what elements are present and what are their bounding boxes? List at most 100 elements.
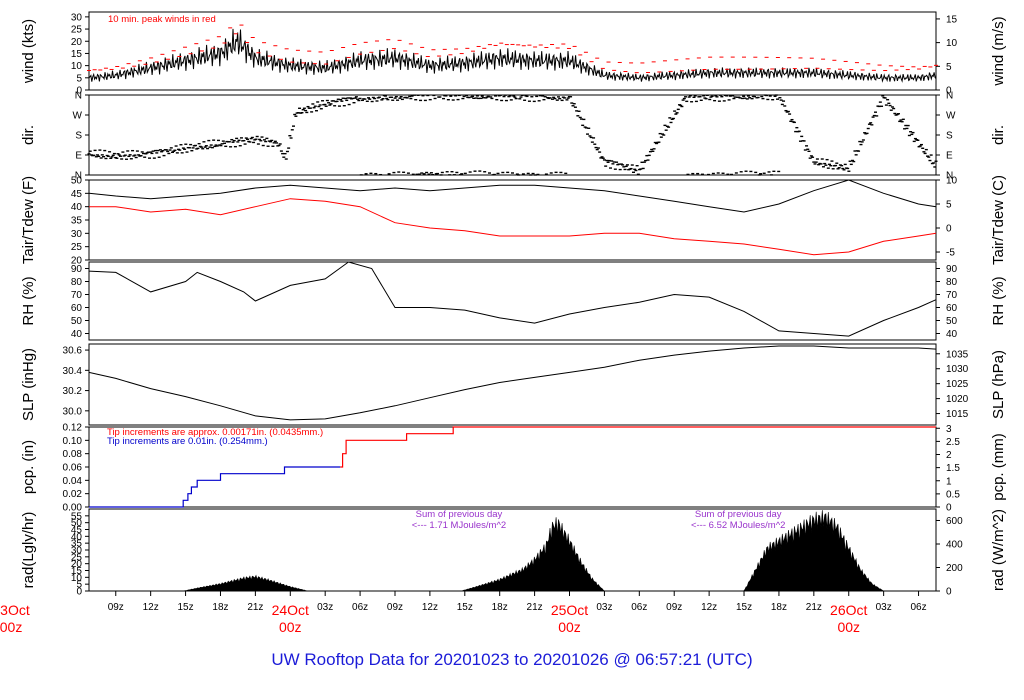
day-label-date: 24Oct xyxy=(272,602,309,618)
panel-wind-left-tick-label: 10 xyxy=(71,61,83,72)
x-tick-label: 06z xyxy=(352,602,368,613)
pcp-red-series xyxy=(340,426,936,468)
panel-dir-right-tick-label: S xyxy=(946,131,953,142)
panel-dir-ylabel-left: dir. xyxy=(20,125,37,145)
panel-rad-right-tick-label: 400 xyxy=(946,539,963,550)
panel-temp-ylabel-left: Tair/Tdew (F) xyxy=(20,176,37,264)
panel-temp-left-tick-label: 35 xyxy=(71,216,83,227)
panel-pcp-left-tick-label: 0.12 xyxy=(63,423,83,434)
day-label-date: 26Oct xyxy=(830,602,867,618)
panel-wind-left-tick-label: 15 xyxy=(71,49,83,60)
panel-slp-ylabel-right: SLP (hPa) xyxy=(990,350,1007,419)
panel-rh-right-tick-label: 40 xyxy=(946,329,958,340)
panel-dir-left-tick-label: S xyxy=(75,131,82,142)
panel-wind-left-tick-label: 25 xyxy=(71,25,83,36)
day-label-hour: 00z xyxy=(279,619,302,635)
panel-frame-dir xyxy=(88,94,937,176)
panel-temp-left-tick-label: 45 xyxy=(71,189,83,200)
x-tick-label: 15z xyxy=(457,602,473,613)
panel-rad-left-tick-label: 10 xyxy=(71,573,83,584)
panel-rad-right-tick-label: 600 xyxy=(946,516,963,527)
panel-slp-right-tick-label: 1020 xyxy=(946,394,969,405)
panel-frame-rh xyxy=(88,261,937,341)
panel-slp-right-tick-label: 1035 xyxy=(946,349,969,360)
day-label-hour: 00z xyxy=(558,619,581,635)
panel-rad-left-tick-label: 25 xyxy=(71,552,83,563)
rad-sum-value-2: <--- 6.52 MJoules/m^2 xyxy=(691,520,785,531)
panel-dir-ylabel-right: dir. xyxy=(990,125,1007,145)
panel-rh-left-tick-label: 90 xyxy=(71,264,83,275)
panel-slp-left-tick-label: 30.2 xyxy=(63,386,83,397)
day-label-date: 25Oct xyxy=(551,602,588,618)
dir-series xyxy=(87,94,938,176)
x-tick-label: 15z xyxy=(178,602,194,613)
panel-pcp-ylabel-left: pcp. (in) xyxy=(20,440,37,494)
panel-rh-right-tick-label: 70 xyxy=(946,290,958,301)
panel-pcp-right-tick-label: 2.5 xyxy=(946,437,960,448)
panel-rad-left-tick-label: 50 xyxy=(71,518,83,529)
rh-series xyxy=(88,261,937,337)
x-tick-label: 03z xyxy=(596,602,612,613)
panel-slp-right-tick-label: 1030 xyxy=(946,364,969,375)
panel-temp-left-tick-label: 25 xyxy=(71,242,83,253)
panel-rad-right-tick-label: 200 xyxy=(946,563,963,574)
panel-slp-right-tick-label: 1015 xyxy=(946,409,969,420)
panel-slp-left-tick-label: 30.6 xyxy=(63,346,83,357)
rad-series xyxy=(89,510,936,592)
x-tick-label: 18z xyxy=(212,602,228,613)
pcp-note-blue: Tip increments are 0.01in. (0.254mm.) xyxy=(107,436,268,447)
panels-layer: wind (kts) wind (m/s)05101520253005101510… xyxy=(20,11,1007,598)
pcp-blue-series xyxy=(89,466,341,508)
panel-dir-left-tick-label: N xyxy=(75,171,82,182)
x-tick-label: 09z xyxy=(387,602,403,613)
x-tick-label: 09z xyxy=(666,602,682,613)
panel-slp-left-tick-label: 30.0 xyxy=(63,406,83,417)
panel-rad-left-tick-label: 30 xyxy=(71,546,83,557)
panel-rh-ylabel-right: RH (%) xyxy=(990,276,1007,325)
panel-pcp-left-tick-label: 0.08 xyxy=(63,449,83,460)
x-tick-label: 21z xyxy=(247,602,263,613)
rad-sum-note-1: Sum of previous day xyxy=(416,509,503,520)
panel-pcp-right-tick-label: 0.5 xyxy=(946,489,960,500)
panel-rh-right-tick-label: 80 xyxy=(946,277,958,288)
panel-temp-left-tick-label: 30 xyxy=(71,229,83,240)
panel-frame-slp xyxy=(88,343,937,426)
panel-pcp-right-tick-label: 1.5 xyxy=(946,463,960,474)
panel-slp-ylabel-left: SLP (inHg) xyxy=(20,348,37,421)
wind-mean-series xyxy=(88,28,937,83)
panel-temp-right-tick-label: 10 xyxy=(946,176,958,187)
panel-dir-right-tick-label: N xyxy=(946,91,953,102)
panel-rad-left-tick-label: 55 xyxy=(71,511,83,522)
chart-title: UW Rooftop Data for 20201023 to 20201026… xyxy=(271,650,752,669)
panel-pcp-right-tick-label: 1 xyxy=(946,476,952,487)
panel-temp-left-tick-label: 50 xyxy=(71,176,83,187)
x-tick-label: 12z xyxy=(143,602,159,613)
x-tick-label: 06z xyxy=(631,602,647,613)
pcp-note-red: Tip increments are approx. 0.00171in. (0… xyxy=(107,427,323,438)
slp-series xyxy=(88,345,937,421)
wind-peak-series xyxy=(87,24,938,74)
panel-wind-left-tick-label: 0 xyxy=(76,86,82,97)
x-tick-label: 18z xyxy=(492,602,508,613)
panel-dir-left-tick-label: N xyxy=(75,91,82,102)
panel-dir-right-tick-label: N xyxy=(946,171,953,182)
panel-rad-left-tick-label: 5 xyxy=(76,580,82,591)
x-axis: 09z 12z 15z 18z 21z 03z 06z 09z 12z 15z 18z 21z 03z 0… xyxy=(0,591,927,635)
x-tick-label: 09z xyxy=(108,602,124,613)
panel-pcp-right-tick-label: 2 xyxy=(946,450,952,461)
panel-rad-left-tick-label: 20 xyxy=(71,559,83,570)
panel-temp-left-tick-label: 20 xyxy=(71,256,83,267)
panel-rh-left-tick-label: 40 xyxy=(71,329,83,340)
panel-rad-ylabel-right: rad (W/m^2) xyxy=(990,509,1007,591)
day-label-date: 23Oct xyxy=(0,602,30,618)
x-tick-label: 12z xyxy=(422,602,438,613)
panel-temp-right-tick-label: -5 xyxy=(946,248,955,259)
x-tick-label: 06z xyxy=(910,602,926,613)
panel-wind-left-tick-label: 30 xyxy=(71,12,83,23)
rad-sum-note-2: Sum of previous day xyxy=(695,509,782,520)
panel-rad-left-tick-label: 40 xyxy=(71,532,83,543)
temp-air-series xyxy=(88,179,937,213)
panel-pcp-ylabel-right: pcp. (mm) xyxy=(990,433,1007,501)
panel-rh-left-tick-label: 60 xyxy=(71,303,83,314)
